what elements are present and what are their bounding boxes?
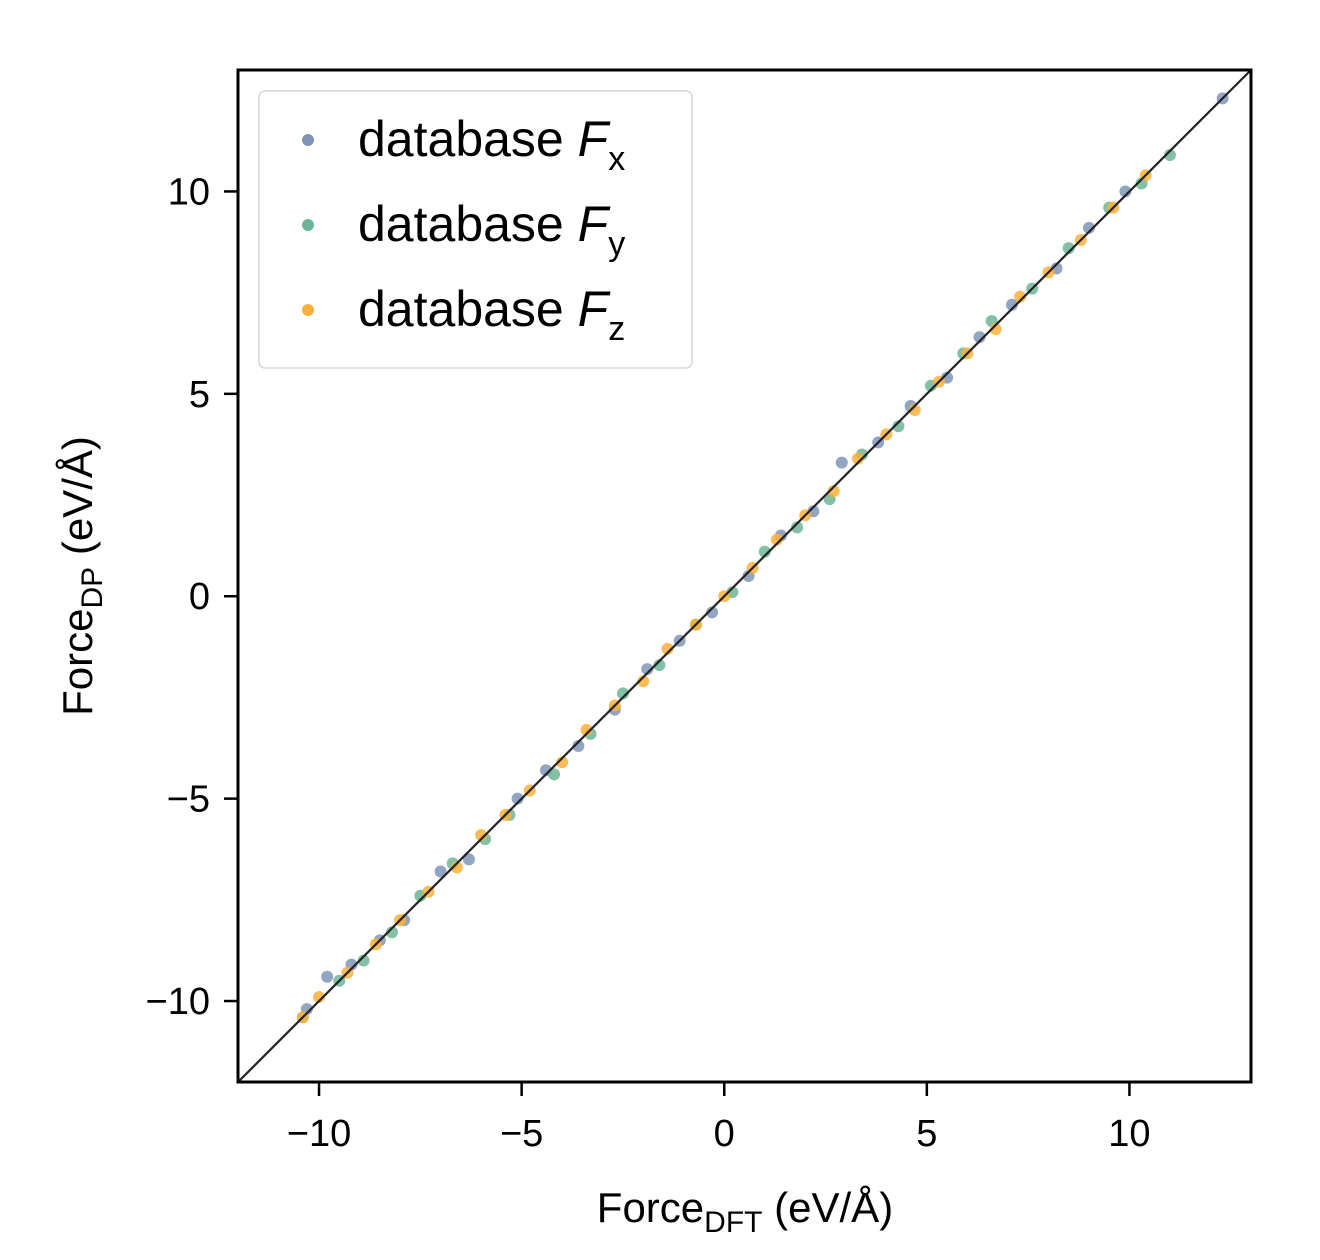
point-z-10 — [556, 756, 569, 769]
x-axis: −10 −5 0 5 10 — [287, 1082, 1151, 1155]
legend-marker-x — [302, 134, 314, 146]
point-y-0 — [1163, 149, 1176, 162]
point-y-19 — [892, 420, 905, 433]
point-x-18 — [835, 456, 848, 469]
legend-marker-y — [302, 219, 314, 231]
point-x-23 — [1005, 298, 1018, 311]
point-z-20 — [827, 484, 840, 497]
point-z-26 — [989, 323, 1002, 336]
x-tick-label: −5 — [500, 1113, 543, 1155]
point-x-8 — [511, 792, 524, 805]
x-tick-label: 10 — [1108, 1113, 1150, 1155]
legend-box — [258, 90, 693, 369]
legend-label-y: database Fy — [358, 196, 625, 263]
point-x-25 — [1082, 221, 1095, 234]
point-z-1 — [313, 990, 326, 1003]
point-z-11 — [580, 723, 593, 736]
point-x-2 — [321, 970, 334, 983]
point-z-13 — [637, 675, 650, 688]
y-tick-label: 5 — [189, 374, 210, 416]
point-z-6 — [450, 861, 463, 874]
point-z-7 — [475, 829, 488, 842]
y-axis-label: ForceDP (eV/Å) — [54, 436, 109, 716]
point-x-14 — [706, 606, 719, 619]
x-tick-label: 0 — [714, 1113, 735, 1155]
point-y-15 — [758, 545, 771, 558]
point-z-18 — [770, 533, 783, 546]
plot-area — [238, 70, 1251, 1082]
point-y-12 — [653, 659, 666, 672]
point-y-24 — [1062, 242, 1075, 255]
y-tick-label: 10 — [168, 171, 210, 213]
point-z-23 — [908, 404, 921, 417]
point-z-27 — [1014, 290, 1027, 303]
point-x-10 — [572, 740, 585, 753]
point-y-16 — [791, 521, 804, 534]
x-tick-label: −10 — [287, 1113, 351, 1155]
point-x-6 — [434, 865, 447, 878]
legend: database Fx database Fy database Fz — [258, 90, 693, 369]
plot-frame — [236, 68, 1253, 1084]
point-x-26 — [1119, 185, 1132, 198]
legend-marker-z — [302, 304, 314, 316]
x-tick-label: 5 — [916, 1113, 937, 1155]
legend-label-x: database Fx — [358, 111, 625, 178]
point-y-11 — [616, 687, 629, 700]
point-x-12 — [641, 663, 654, 676]
point-y-4 — [385, 926, 398, 939]
y-tick-label: 0 — [189, 576, 210, 618]
y-tick-label: −10 — [146, 981, 210, 1023]
y-axis: −10 −5 0 5 10 — [146, 171, 238, 1023]
point-x-22 — [973, 331, 986, 344]
point-x-7 — [462, 853, 475, 866]
identity-line — [238, 70, 1251, 1082]
point-z-14 — [661, 642, 674, 655]
y-tick-label: −5 — [167, 779, 210, 821]
point-y-3 — [357, 954, 370, 967]
x-axis-label: ForceDFT (eV/Å) — [597, 1184, 893, 1239]
point-z-21 — [851, 452, 864, 465]
legend-label-z: database Fz — [358, 281, 625, 348]
point-y-9 — [548, 768, 561, 781]
